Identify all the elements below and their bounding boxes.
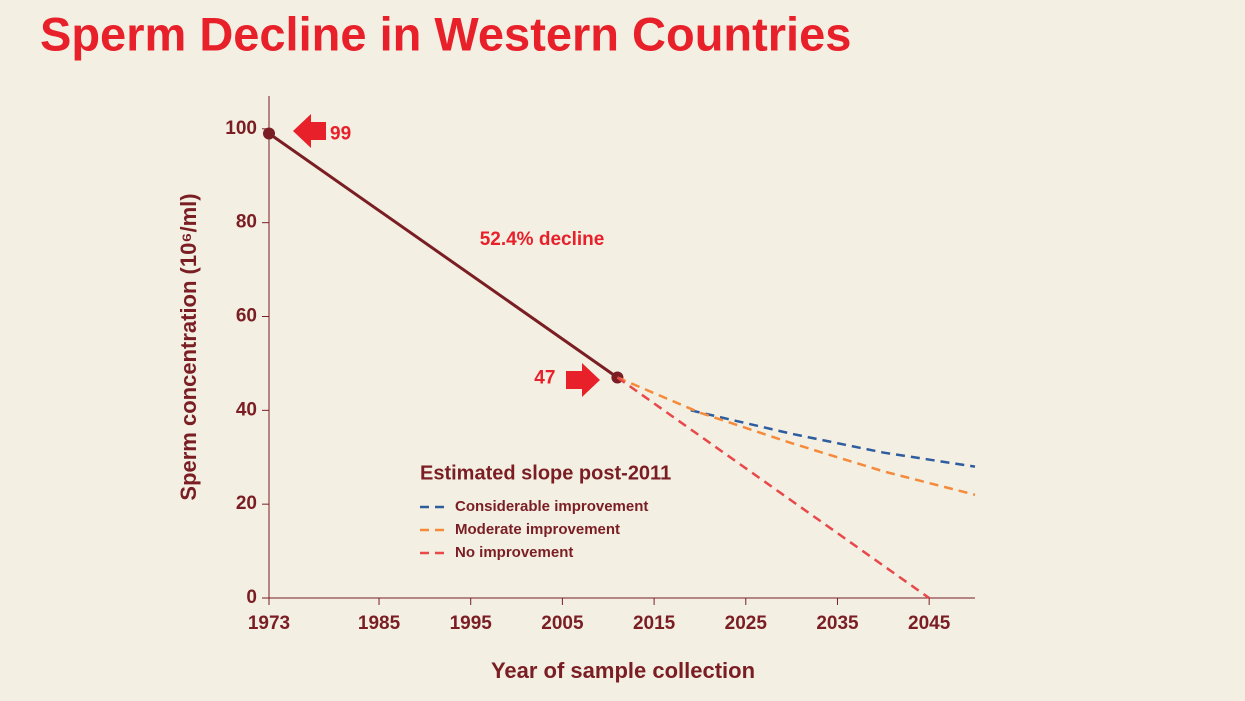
chart-title: Sperm Decline in Western Countries xyxy=(40,7,851,60)
annotation: 52.4% decline xyxy=(480,229,605,250)
y-axis-label: Sperm concentration (10⁶/ml) xyxy=(176,193,201,500)
y-tick-label: 20 xyxy=(236,493,257,514)
legend-entry: Moderate improvement xyxy=(455,521,620,538)
legend-entry: Considerable improvement xyxy=(455,498,648,515)
y-tick-label: 100 xyxy=(225,118,257,139)
legend-title: Estimated slope post-2011 xyxy=(420,462,671,484)
line xyxy=(616,376,930,600)
data-label: 47 xyxy=(534,368,555,389)
x-tick-label: 1985 xyxy=(358,613,401,634)
y-tick-label: 0 xyxy=(246,587,257,608)
data-label: 99 xyxy=(330,124,351,145)
y-tick-label: 80 xyxy=(236,212,257,233)
arrow xyxy=(293,114,326,148)
x-tick-label: 1973 xyxy=(248,613,290,634)
point xyxy=(263,127,275,140)
x-tick-label: 2035 xyxy=(816,613,859,634)
x-tick-label: 2025 xyxy=(725,613,768,634)
x-tick-label: 2005 xyxy=(541,613,584,634)
line xyxy=(268,132,619,379)
x-axis-label: Year of sample collection xyxy=(491,658,755,683)
y-tick-label: 60 xyxy=(236,306,257,327)
line xyxy=(616,376,976,496)
y-tick-label: 40 xyxy=(236,399,257,420)
x-tick-label: 1995 xyxy=(450,613,493,634)
line xyxy=(690,409,976,468)
x-tick-label: 2045 xyxy=(908,613,951,634)
arrow xyxy=(566,363,600,397)
legend-entry: No improvement xyxy=(455,544,573,561)
x-tick-label: 2015 xyxy=(633,613,676,634)
